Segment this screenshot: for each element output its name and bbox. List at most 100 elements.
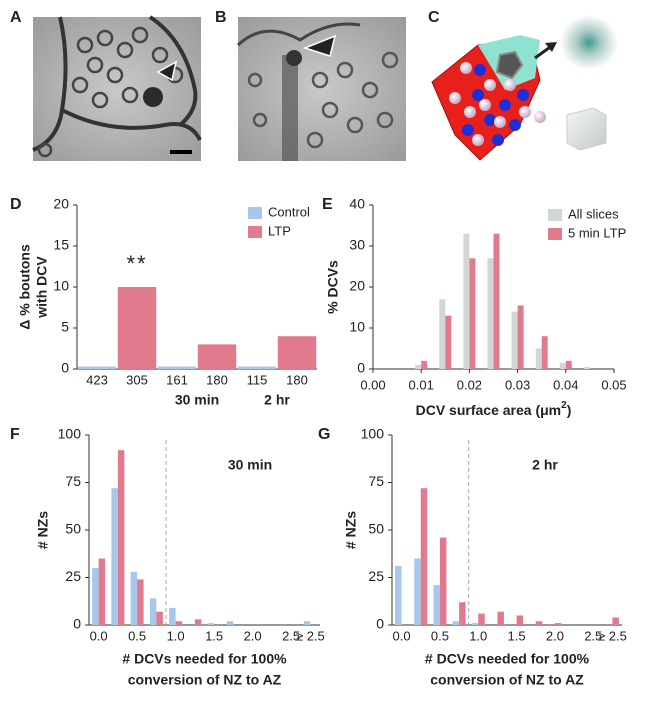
x-tick-label: 161	[166, 372, 188, 387]
x-tick-label: 423	[86, 372, 108, 387]
x-tick-label: 0.05	[601, 377, 626, 392]
bar	[433, 585, 440, 625]
x-tick-label: 2.0	[546, 628, 564, 643]
y-tick-label: 0	[376, 616, 384, 632]
y-tick-label: 25	[368, 568, 384, 584]
bar	[137, 579, 144, 625]
annotation: 30 min	[228, 457, 272, 473]
y-tick-label: 25	[65, 568, 81, 584]
annotation: 2 hr	[532, 457, 558, 473]
bar	[117, 287, 157, 369]
bar	[511, 311, 518, 369]
annotation: 30 min	[175, 392, 219, 408]
micrograph-b	[236, 17, 406, 161]
y-tick-label: 20	[349, 278, 365, 294]
bar	[554, 623, 562, 625]
bar	[415, 364, 422, 369]
panel-label: B	[215, 9, 227, 26]
y-tick-label: 100	[361, 426, 385, 442]
bar	[487, 258, 494, 369]
x-tick-label: 0.00	[360, 377, 385, 392]
bar	[541, 336, 548, 369]
x-axis-label: DCV surface area (μm2)	[416, 400, 572, 418]
x-tick-label: 0.0	[393, 628, 411, 643]
bar	[197, 344, 237, 369]
bar	[439, 299, 446, 369]
y-tick-label: 15	[53, 237, 69, 253]
legend-swatch	[248, 207, 262, 219]
panel-label: F	[10, 426, 20, 443]
bar	[478, 613, 485, 625]
y-tick-label: 30	[349, 237, 365, 253]
bar	[98, 558, 106, 625]
y-axis-label: # NZs	[35, 511, 51, 549]
y-tick-label: 50	[65, 521, 81, 537]
bar	[157, 366, 197, 369]
legend-label: Control	[268, 204, 310, 219]
x-tick-label: 1.0	[469, 628, 487, 643]
x-tick-label: 305	[126, 372, 148, 387]
bar	[226, 621, 234, 625]
panel-label: C	[428, 9, 440, 26]
bar	[421, 360, 428, 369]
x-tick-label: 2.5	[282, 628, 300, 643]
x-tick-label: 0.02	[457, 377, 482, 392]
bar	[277, 336, 317, 369]
y-tick-label: 40	[349, 196, 365, 212]
panel-label: E	[322, 196, 333, 213]
x-tick-label: 2.0	[244, 628, 262, 643]
x-tick-label: ≥ 2.5	[598, 628, 627, 643]
panel-label: G	[318, 426, 330, 443]
y-axis-label: # NZs	[343, 511, 359, 549]
legend-label: All slices	[568, 206, 619, 221]
x-axis-label: # DCVs needed for 100%	[425, 651, 590, 667]
x-tick-label: 0.0	[90, 628, 108, 643]
legend-label: 5 min LTP	[568, 225, 626, 240]
annotation: **	[126, 251, 147, 276]
x-axis-label-text: DCV surface area (μm	[416, 402, 562, 418]
bar	[471, 623, 479, 625]
bar	[117, 450, 125, 625]
x-axis-label: conversion of NZ to AZ	[128, 672, 282, 688]
y-tick-label: 100	[58, 426, 82, 442]
y-tick-label: 0	[61, 360, 69, 376]
x-tick-label: 0.03	[505, 377, 530, 392]
bar	[207, 623, 215, 625]
bar	[439, 537, 447, 625]
render-c	[431, 15, 618, 161]
x-axis-label: # DCVs needed for 100%	[122, 651, 287, 667]
legend-swatch	[548, 209, 562, 221]
bar	[175, 621, 183, 625]
bar	[445, 315, 452, 369]
y-tick-label: 75	[65, 473, 81, 489]
bar	[497, 611, 504, 625]
x-axis-label-close: )	[567, 402, 572, 418]
y-tick-label: 0	[73, 616, 81, 632]
bar	[535, 348, 542, 369]
bar	[77, 366, 117, 369]
y-tick-label: 10	[349, 319, 365, 335]
legend-swatch	[248, 226, 262, 238]
x-tick-label: 1.5	[205, 628, 223, 643]
y-tick-label: 50	[368, 521, 384, 537]
y-tick-label: 75	[368, 473, 384, 489]
panel-label: A	[10, 9, 22, 26]
bar	[414, 558, 421, 625]
bar	[149, 598, 157, 625]
x-tick-label: 1.0	[167, 628, 185, 643]
bar	[565, 360, 572, 369]
bar	[395, 566, 402, 625]
annotation: 2 hr	[264, 392, 290, 408]
x-tick-label: 115	[247, 372, 268, 387]
bar	[612, 617, 619, 625]
bar	[92, 568, 99, 625]
y-tick-label: 0	[357, 360, 365, 376]
bar	[459, 602, 466, 625]
bar	[156, 611, 163, 625]
bar	[583, 366, 590, 369]
x-tick-label: ≥ 2.5	[296, 628, 325, 643]
bar	[130, 571, 138, 625]
y-axis-label: Δ % boutons	[17, 244, 33, 330]
y-tick-label: 5	[61, 319, 69, 335]
